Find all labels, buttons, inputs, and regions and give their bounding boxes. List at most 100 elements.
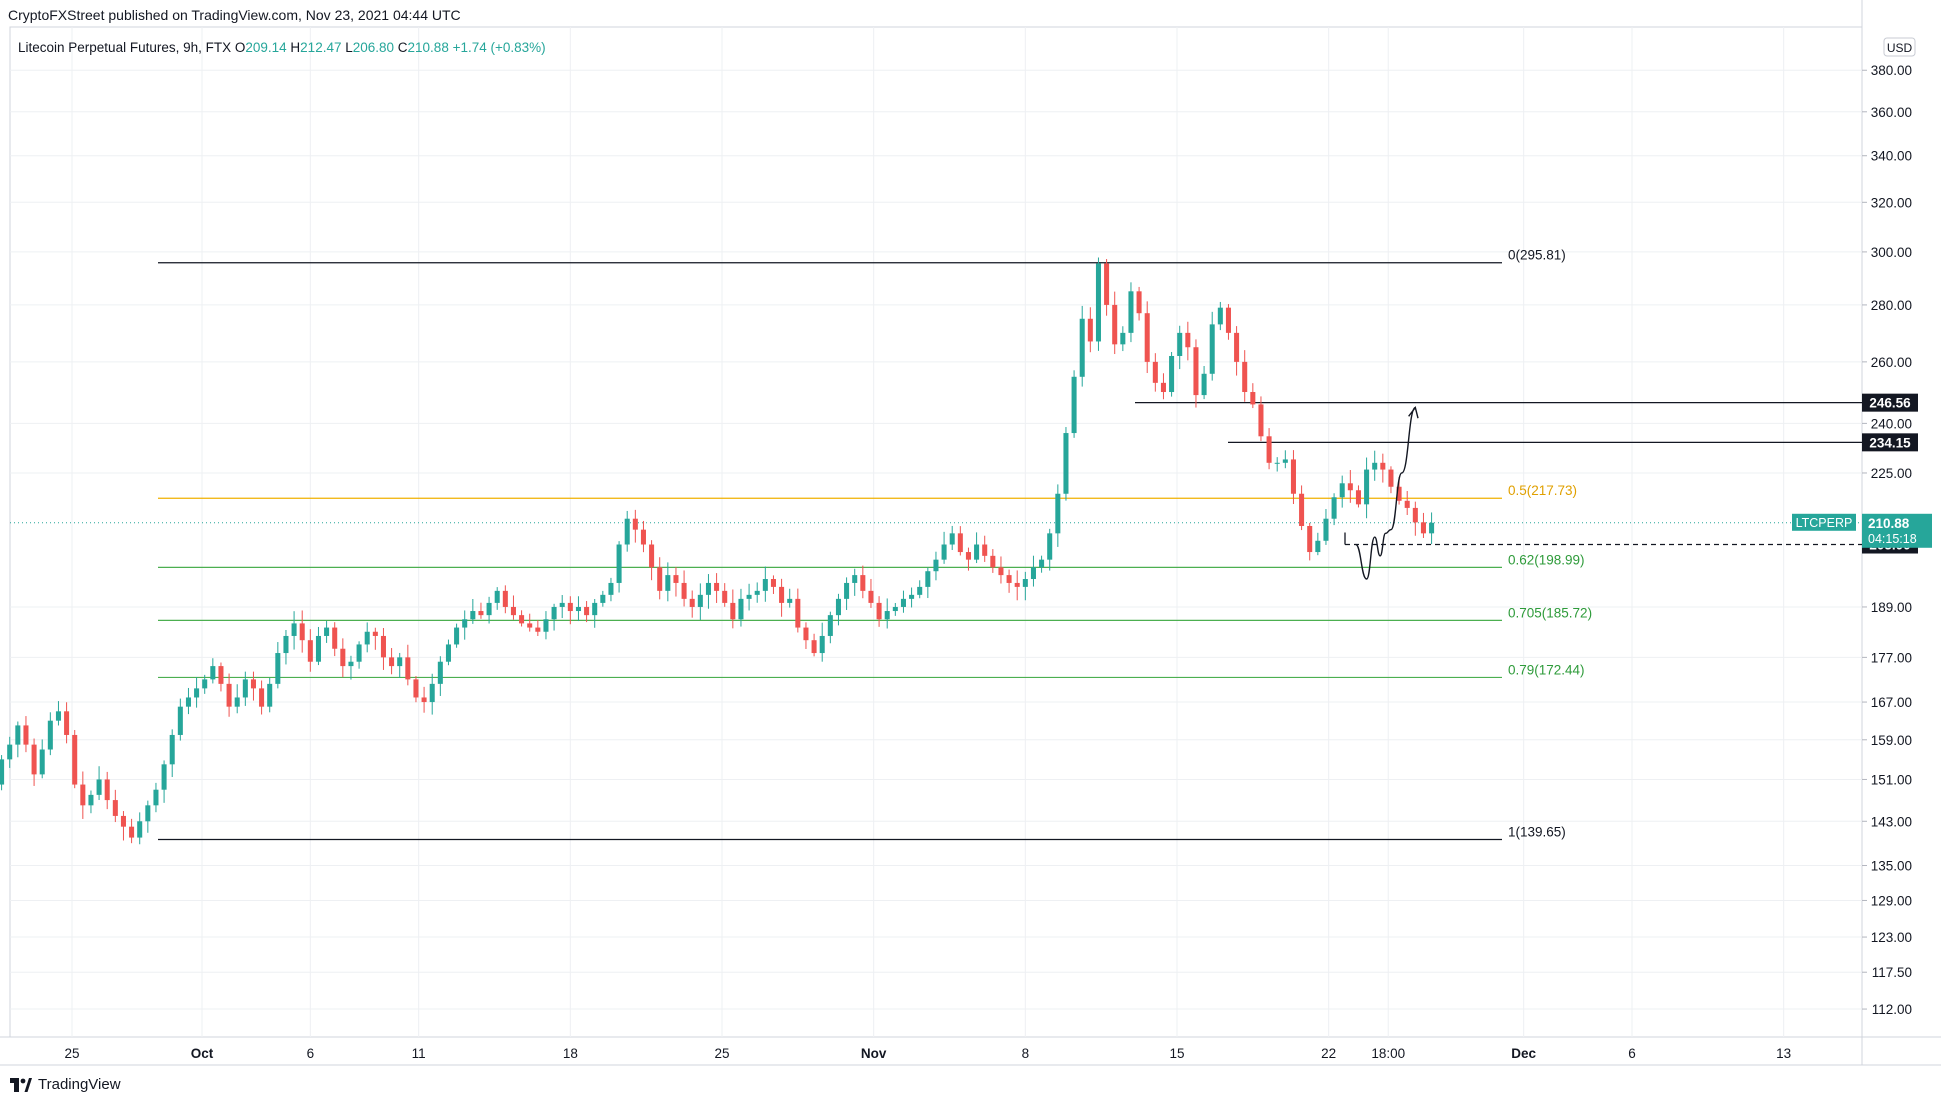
y-tick-label: 240.00 (1871, 416, 1912, 431)
candle-body (1396, 486, 1402, 501)
y-tick-label: 112.00 (1872, 1002, 1912, 1017)
candle-body (315, 635, 321, 662)
ohlc-value: 209.14 (245, 40, 290, 55)
y-tick-label: 135.00 (1871, 859, 1912, 874)
symbol-legend: Litecoin Perpetual Futures, 9h, FTX O209… (18, 40, 546, 55)
candle-body (1193, 347, 1199, 396)
projection-curve[interactable] (1355, 406, 1417, 580)
candle-body (88, 794, 94, 806)
candle-body (0, 759, 5, 785)
candle-body (283, 635, 289, 654)
candle-body (1282, 459, 1288, 463)
candle-body (429, 683, 435, 703)
y-tick-label: 159.00 (1871, 733, 1912, 748)
candle-body (478, 611, 484, 616)
plot-frame (9, 26, 1863, 1038)
candle-body (535, 627, 541, 632)
candle-body (608, 582, 614, 595)
y-tick-label: 117.50 (1872, 965, 1912, 980)
candle-body (324, 627, 330, 636)
y-tick-label: 167.00 (1871, 695, 1912, 710)
candle-body (876, 602, 882, 620)
x-tick-label: 25 (714, 1046, 729, 1061)
candle-body (584, 606, 590, 616)
candle-body (697, 594, 703, 607)
grid (0, 0, 1941, 1066)
symbol-title: Litecoin Perpetual Futures, 9h, FTX (18, 40, 235, 55)
y-tick-label: 360.00 (1871, 105, 1912, 120)
candle-body (632, 518, 638, 530)
candle-body (949, 533, 955, 545)
candle-body (486, 602, 492, 616)
candle-body (892, 606, 898, 612)
candle-body (1087, 318, 1093, 342)
candle-body (559, 602, 565, 607)
candle-body (145, 805, 151, 822)
candle-body (112, 800, 118, 816)
candle-body (527, 623, 533, 628)
ohlc-key: C (398, 40, 408, 55)
candle-body (1290, 459, 1296, 494)
candle-body (494, 590, 500, 603)
tradingview-logo[interactable]: TradingView (10, 1076, 121, 1093)
candle-body (933, 559, 939, 572)
current-price-badge (1862, 513, 1932, 548)
candle-body (990, 555, 996, 568)
level-price-badge (1862, 433, 1918, 452)
candle-body (1014, 582, 1020, 587)
fibonacci-retracement[interactable]: 0(295.81) 0.5(217.73) 0.62(198.99) 0.705(18… (158, 248, 1592, 841)
candle-body (1030, 567, 1036, 580)
candle-body (868, 590, 874, 603)
candle-body (941, 544, 947, 560)
candle-body (567, 602, 573, 612)
candle-body (1112, 304, 1118, 345)
currency-badge[interactable] (1883, 37, 1916, 57)
candle-body (1217, 307, 1223, 325)
y-tick-label: 320.00 (1871, 195, 1912, 210)
y-tick-label: 189.00 (1871, 600, 1912, 615)
fib-label-1: 1(139.65) (1508, 825, 1566, 840)
y-tick-label: 123.00 (1871, 930, 1912, 945)
x-tick-label: Oct (191, 1046, 214, 1061)
candle-body (242, 679, 248, 698)
candle-body (169, 734, 175, 765)
candle-body (795, 598, 801, 628)
ohlc-value: 212.47 (300, 40, 345, 55)
candle-body (1144, 313, 1150, 362)
currency-label[interactable]: USD (1887, 41, 1913, 55)
candle-body (1225, 307, 1231, 333)
candles (0, 257, 1435, 845)
candle-body (510, 606, 516, 616)
y-tick-label: 129.00 (1871, 893, 1912, 908)
candle-body (307, 640, 313, 662)
x-tick-label: 18:00 (1371, 1046, 1405, 1061)
candle-body (1063, 433, 1069, 494)
candle-body (543, 619, 549, 632)
candle-body (1339, 483, 1345, 498)
candle-body (470, 611, 476, 620)
tradingview-logo-icon (10, 1077, 32, 1092)
candle-body (1364, 469, 1370, 505)
candle-body (1380, 462, 1386, 470)
ohlc-key: H (290, 40, 300, 55)
candle-body (226, 683, 232, 707)
candle-body (1209, 324, 1215, 374)
candle-body (120, 815, 126, 827)
fib-label-0.705: 0.705(185.72) (1508, 605, 1592, 620)
candle-body (681, 582, 687, 599)
candle-body (1120, 332, 1126, 345)
candle-body (592, 602, 598, 616)
x-tick-label: 6 (1628, 1046, 1636, 1061)
ohlc-key: L (345, 40, 353, 55)
candle-body (852, 575, 858, 583)
candle-body (787, 598, 793, 603)
candle-body (746, 594, 752, 599)
candle-body (1095, 263, 1101, 342)
candle-body (900, 598, 906, 607)
candle-body (1006, 575, 1012, 583)
projection-path[interactable] (1355, 405, 1419, 580)
x-tick-label: 15 (1169, 1046, 1184, 1061)
candle-body (454, 627, 460, 645)
